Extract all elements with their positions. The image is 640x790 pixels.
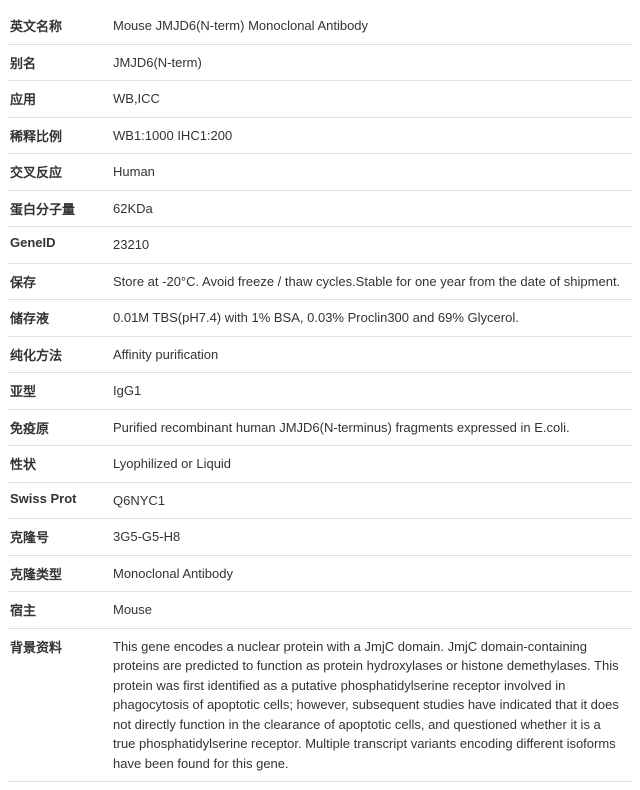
row-value: Q6NYC1 bbox=[113, 491, 632, 511]
row-value: JMJD6(N-term) bbox=[113, 53, 632, 73]
table-row: Swiss Prot Q6NYC1 bbox=[8, 483, 632, 520]
table-row: 别名 JMJD6(N-term) bbox=[8, 45, 632, 82]
row-label: Swiss Prot bbox=[8, 491, 113, 511]
row-value: 0.01M TBS(pH7.4) with 1% BSA, 0.03% Proc… bbox=[113, 308, 632, 328]
table-row: 克隆号 3G5-G5-H8 bbox=[8, 519, 632, 556]
table-row: 交叉反应 Human bbox=[8, 154, 632, 191]
row-label: 应用 bbox=[8, 89, 113, 109]
row-value: Mouse bbox=[113, 600, 632, 620]
table-row: 蛋白分子量 62KDa bbox=[8, 191, 632, 228]
row-label: 纯化方法 bbox=[8, 345, 113, 365]
table-row: 应用 WB,ICC bbox=[8, 81, 632, 118]
row-label: GeneID bbox=[8, 235, 113, 255]
row-value: Mouse JMJD6(N-term) Monoclonal Antibody bbox=[113, 16, 632, 36]
row-label: 英文名称 bbox=[8, 16, 113, 36]
table-row: 克隆类型 Monoclonal Antibody bbox=[8, 556, 632, 593]
row-value: Monoclonal Antibody bbox=[113, 564, 632, 584]
row-label: 亚型 bbox=[8, 381, 113, 401]
row-value: Human bbox=[113, 162, 632, 182]
row-value: This gene encodes a nuclear protein with… bbox=[113, 637, 632, 774]
row-label: 免疫原 bbox=[8, 418, 113, 438]
row-label: 背景资料 bbox=[8, 637, 113, 774]
row-value: 62KDa bbox=[113, 199, 632, 219]
table-row: GeneID 23210 bbox=[8, 227, 632, 264]
row-value: WB,ICC bbox=[113, 89, 632, 109]
row-label: 性状 bbox=[8, 454, 113, 474]
row-label: 克隆号 bbox=[8, 527, 113, 547]
row-value: IgG1 bbox=[113, 381, 632, 401]
row-label: 蛋白分子量 bbox=[8, 199, 113, 219]
row-label: 别名 bbox=[8, 53, 113, 73]
row-label: 稀释比例 bbox=[8, 126, 113, 146]
row-value: Lyophilized or Liquid bbox=[113, 454, 632, 474]
row-label: 克隆类型 bbox=[8, 564, 113, 584]
table-row: 保存 Store at -20°C. Avoid freeze / thaw c… bbox=[8, 264, 632, 301]
table-row: 宿主 Mouse bbox=[8, 592, 632, 629]
table-row: 亚型 IgG1 bbox=[8, 373, 632, 410]
row-value: Store at -20°C. Avoid freeze / thaw cycl… bbox=[113, 272, 632, 292]
table-row: 储存液 0.01M TBS(pH7.4) with 1% BSA, 0.03% … bbox=[8, 300, 632, 337]
table-row: 纯化方法 Affinity purification bbox=[8, 337, 632, 374]
table-row: 背景资料 This gene encodes a nuclear protein… bbox=[8, 629, 632, 783]
row-value: Purified recombinant human JMJD6(N-termi… bbox=[113, 418, 632, 438]
table-row: 英文名称 Mouse JMJD6(N-term) Monoclonal Anti… bbox=[8, 8, 632, 45]
row-label: 保存 bbox=[8, 272, 113, 292]
row-value: WB1:1000 IHC1:200 bbox=[113, 126, 632, 146]
row-label: 交叉反应 bbox=[8, 162, 113, 182]
row-value: 3G5-G5-H8 bbox=[113, 527, 632, 547]
row-label: 宿主 bbox=[8, 600, 113, 620]
row-label: 储存液 bbox=[8, 308, 113, 328]
table-row: 性状 Lyophilized or Liquid bbox=[8, 446, 632, 483]
table-row: 免疫原 Purified recombinant human JMJD6(N-t… bbox=[8, 410, 632, 447]
product-info-table: 英文名称 Mouse JMJD6(N-term) Monoclonal Anti… bbox=[8, 8, 632, 782]
table-row: 稀释比例 WB1:1000 IHC1:200 bbox=[8, 118, 632, 155]
row-value: Affinity purification bbox=[113, 345, 632, 365]
row-value: 23210 bbox=[113, 235, 632, 255]
